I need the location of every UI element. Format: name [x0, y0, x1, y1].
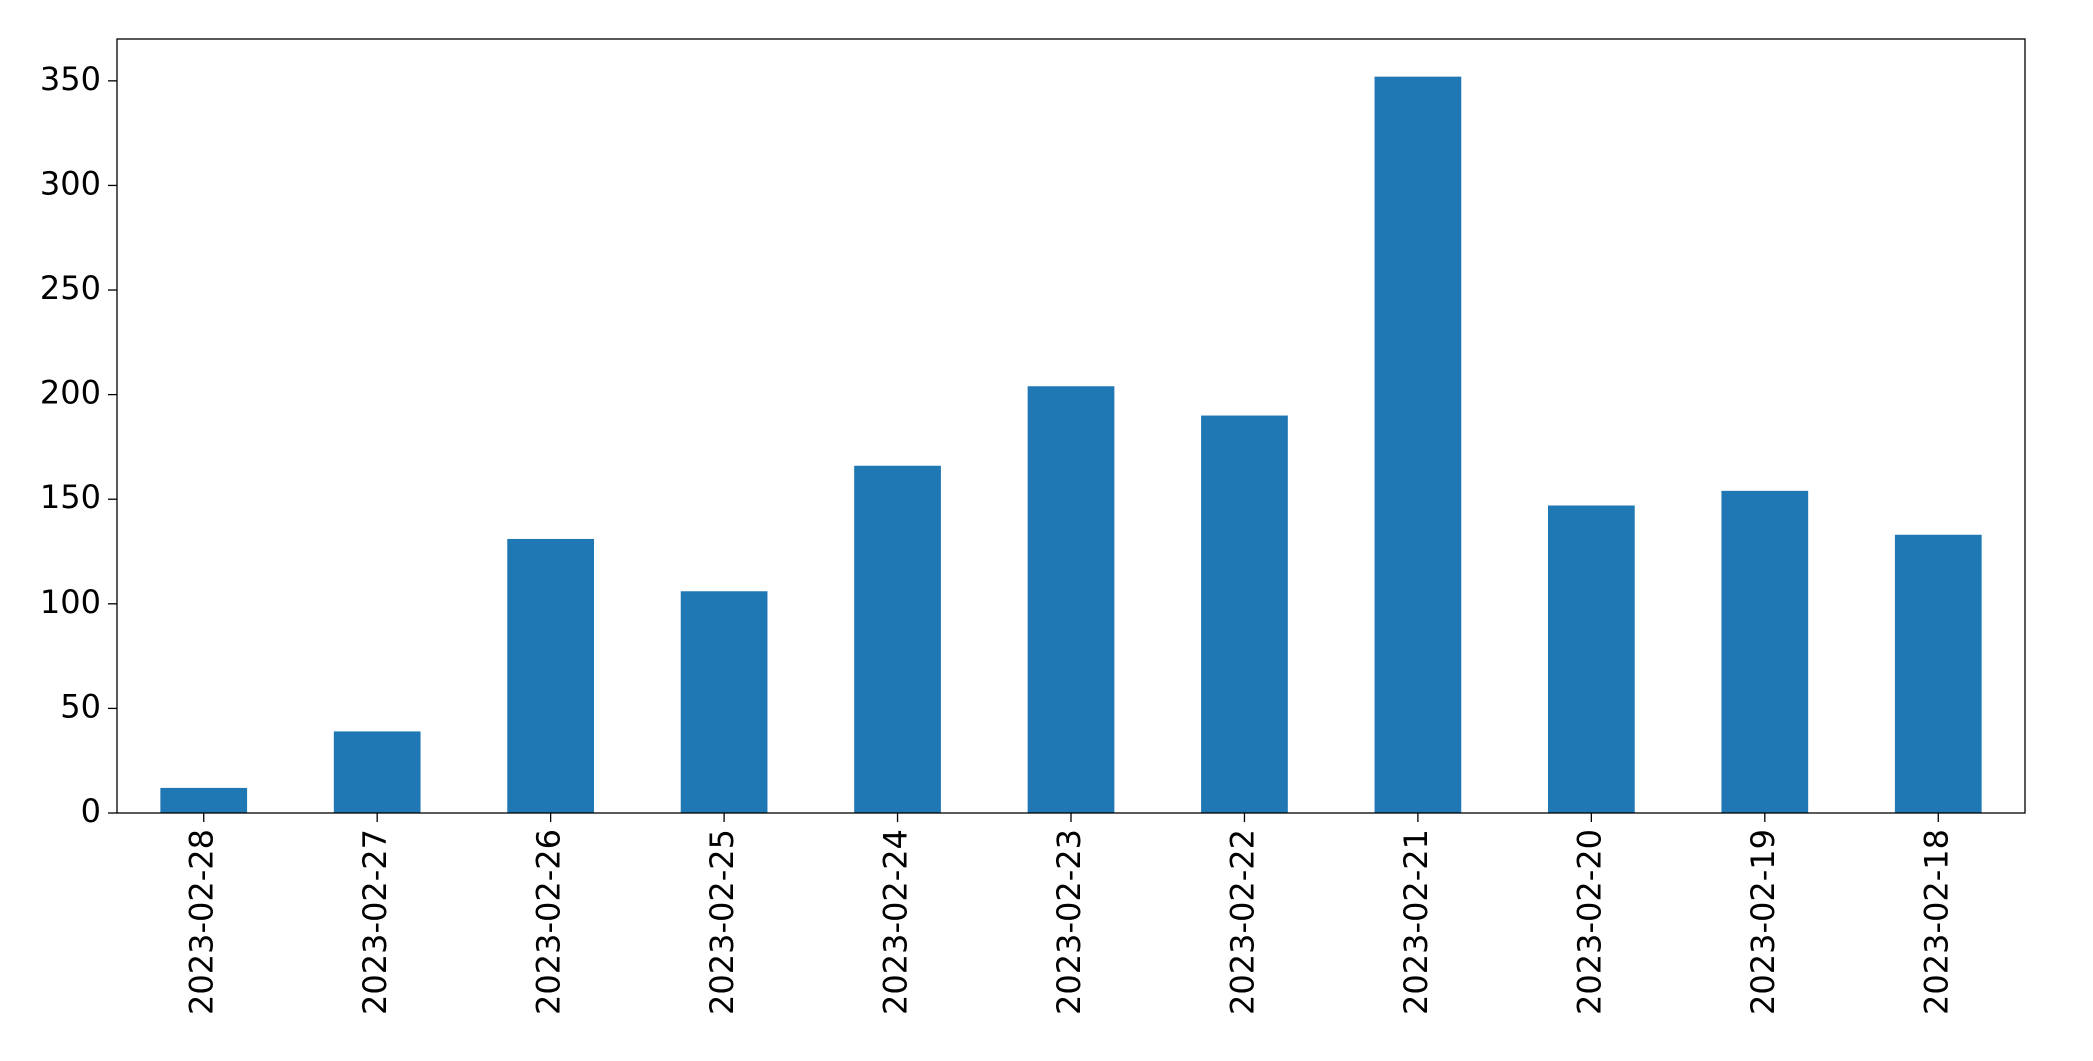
- y-tick-label: 200: [40, 374, 101, 412]
- bar: [160, 787, 248, 813]
- y-tick-label: 250: [40, 269, 101, 307]
- bar: [1548, 505, 1635, 813]
- bar: [1894, 534, 1982, 813]
- x-tick-label: 2023-02-19: [1744, 829, 1782, 1015]
- y-tick-label: 0: [81, 792, 101, 830]
- x-tick-label: 2023-02-20: [1570, 829, 1608, 1015]
- bar: [1027, 386, 1115, 813]
- bar: [1201, 415, 1288, 813]
- x-tick-label: 2023-02-21: [1397, 829, 1435, 1015]
- x-tick-label: 2023-02-24: [877, 829, 915, 1015]
- y-tick-label: 300: [40, 164, 101, 202]
- x-tick-label: 2023-02-18: [1917, 829, 1955, 1015]
- plot-frame: [116, 38, 2026, 814]
- bar: [1721, 490, 1809, 813]
- y-tick-label: 100: [40, 583, 101, 621]
- x-tick-label: 2023-02-25: [703, 829, 741, 1015]
- bar: [1374, 76, 1462, 813]
- x-tick-label: 2023-02-28: [183, 829, 221, 1015]
- y-tick-label: 50: [60, 687, 101, 725]
- bar: [507, 538, 594, 813]
- bar: [854, 465, 941, 813]
- y-tick-label: 150: [40, 478, 101, 516]
- bar: [680, 591, 768, 813]
- x-tick-label: 2023-02-27: [356, 829, 394, 1015]
- bar: [333, 731, 421, 813]
- x-tick-label: 2023-02-22: [1223, 829, 1261, 1015]
- x-tick-label: 2023-02-26: [530, 829, 568, 1015]
- x-tick-label: 2023-02-23: [1050, 829, 1088, 1015]
- y-tick-label: 350: [40, 60, 101, 98]
